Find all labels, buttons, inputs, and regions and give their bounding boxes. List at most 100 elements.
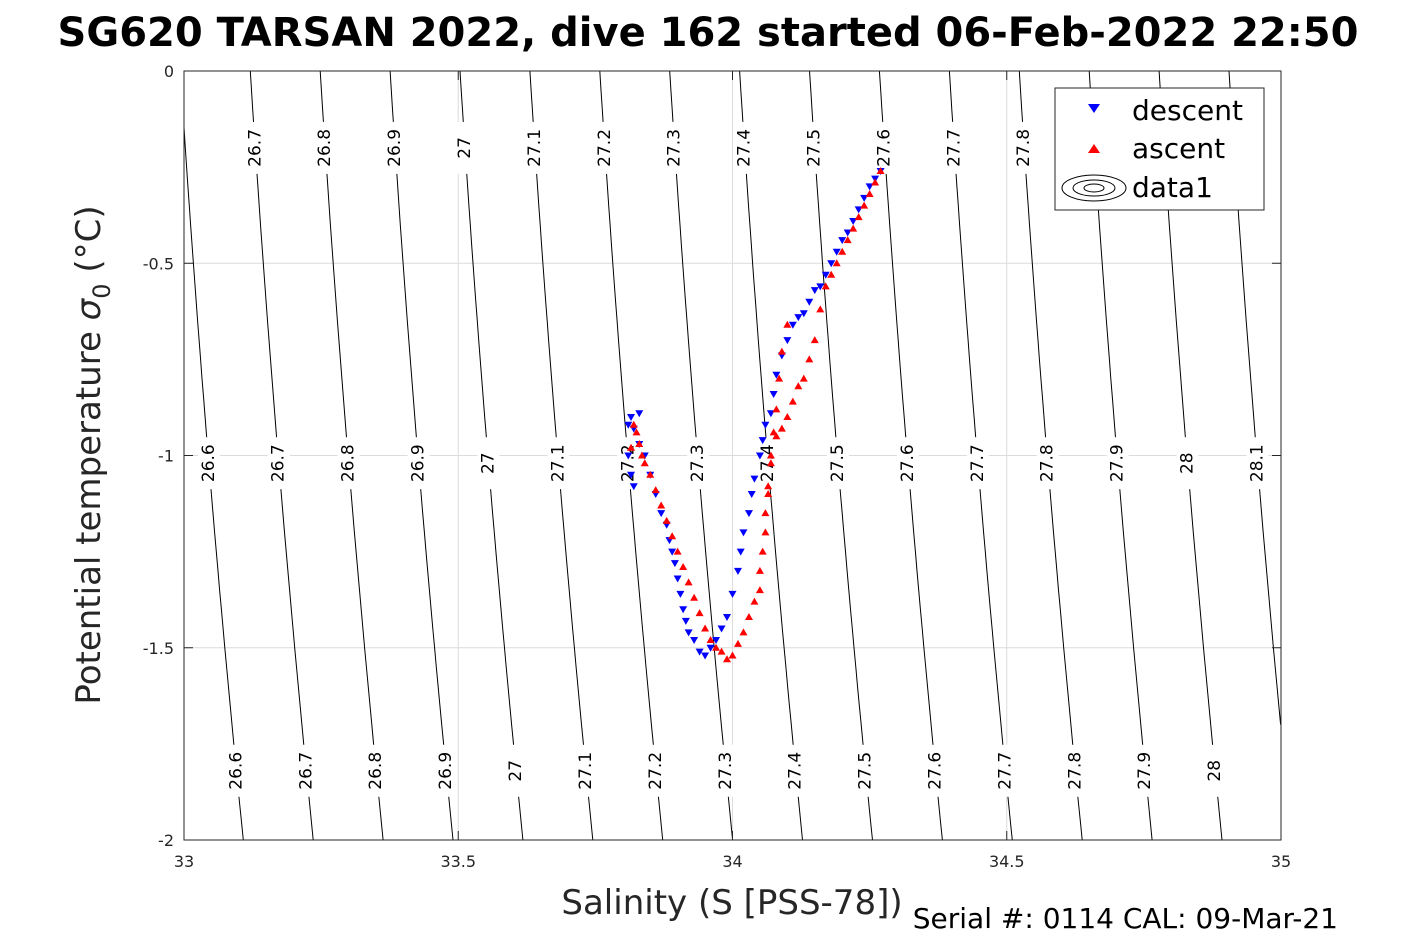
contour-label-13-1: 27.9 — [1108, 444, 1128, 482]
contour-label-6-2: 27.2 — [646, 752, 666, 790]
ascent-point-39 — [668, 532, 677, 540]
ascent-point-59 — [755, 586, 764, 594]
y-axis-label-sigma: σ — [69, 297, 109, 320]
ascent-point-10 — [821, 282, 830, 290]
descent-point-9 — [827, 260, 836, 268]
descent-point-14 — [799, 310, 808, 318]
ascent-point-32 — [706, 636, 715, 644]
contour-label-3-1: 26.9 — [409, 444, 429, 482]
descent-point-26 — [747, 490, 756, 498]
serial-cal-footer: Serial #: 0114 CAL: 09-Mar-21 — [913, 902, 1338, 935]
ascent-point-23 — [755, 566, 764, 574]
descent-point-32 — [723, 613, 732, 621]
contour-label-0-2: 26.6 — [226, 752, 246, 790]
ascent-point-7 — [838, 247, 847, 255]
ascent-point-27 — [733, 639, 742, 647]
descent-point-13 — [805, 298, 814, 306]
ascent-point-1 — [871, 178, 880, 186]
ascent-point-26 — [739, 628, 748, 636]
contour-label-bg-9-1 — [826, 437, 849, 490]
ascent-point-56 — [764, 482, 773, 490]
descent-point-20 — [769, 390, 778, 398]
legend-contour-icon — [1061, 174, 1127, 202]
ascent-point-33 — [701, 624, 710, 632]
contour-label-8-2: 27.4 — [786, 752, 806, 790]
descent-point-31 — [728, 590, 737, 598]
descent-point-39 — [684, 629, 693, 637]
ascent-point-16 — [788, 397, 797, 405]
ascent-point-36 — [684, 578, 693, 586]
descent-point-40 — [681, 617, 690, 625]
contour-label-1-2: 26.7 — [296, 752, 316, 790]
contour-label-bg-5-0 — [523, 121, 546, 174]
contour-label-12-2: 27.8 — [1065, 752, 1085, 790]
y-tick-label-2: -1 — [158, 447, 174, 466]
descent-point-19 — [772, 371, 781, 379]
contour-label-bg-8-2 — [784, 744, 807, 797]
x-tick-label-0: 33 — [174, 852, 194, 871]
contour-label-bg-7-1 — [687, 437, 710, 490]
contour-label-7-2: 27.3 — [716, 752, 736, 790]
contour-label-bg-6-0 — [593, 121, 616, 174]
contour-label-bg-12-1 — [1036, 437, 1059, 490]
svg-text:Potential temperature σ0 (°C): Potential temperature σ0 (°C) — [69, 205, 116, 704]
contour-label-bg-12-2 — [1064, 744, 1087, 797]
descent-point-17 — [783, 337, 792, 345]
ascent-point-47 — [632, 428, 641, 436]
ascent-point-30 — [717, 647, 726, 655]
legend-descent-label: descent — [1132, 94, 1243, 127]
ascent-point-3 — [860, 201, 869, 209]
contour-label-15-1: 28.1 — [1247, 444, 1267, 482]
contour-label-11-2: 27.7 — [995, 752, 1015, 790]
contour-label-bg-11-2 — [994, 744, 1017, 797]
contour-label-bg-15-1 — [1246, 437, 1269, 490]
contour-label-bg-14-2 — [1204, 744, 1227, 797]
descent-point-23 — [758, 437, 767, 445]
contour-label-bg-0-1 — [197, 437, 220, 490]
ascent-point-4 — [854, 213, 863, 221]
contour-label-10-1: 27.6 — [898, 444, 918, 482]
contour-label-bg-1-1 — [267, 437, 290, 490]
contour-label-9-2: 27.5 — [856, 752, 876, 790]
contour-label-6-0: 27.2 — [595, 129, 615, 167]
ascent-point-21 — [764, 489, 773, 497]
y-axis-label-unit: (°C) — [69, 205, 109, 283]
contour-label-12-1: 27.8 — [1038, 444, 1058, 482]
ascent-point-46 — [635, 439, 644, 447]
descent-point-44 — [670, 560, 679, 568]
ascent-point-51 — [777, 347, 786, 355]
ascent-point-29 — [723, 655, 732, 663]
ascent-point-57 — [761, 509, 770, 517]
descent-point-57 — [627, 471, 636, 479]
y-axis-label-main: Potential temperature — [69, 320, 109, 704]
descent-point-43 — [673, 575, 682, 583]
y-axis-label-subscript: 0 — [88, 283, 116, 298]
contour-label-bg-6-2 — [644, 744, 667, 797]
descent-point-15 — [794, 314, 803, 322]
contour-label-7-1: 27.3 — [688, 444, 708, 482]
descent-point-24 — [755, 452, 764, 460]
y-tick-label-0: 0 — [164, 62, 174, 81]
contour-label-bg-1-0 — [244, 121, 267, 174]
descent-point-29 — [736, 548, 745, 556]
descent-point-38 — [690, 637, 699, 645]
descent-point-59 — [635, 410, 644, 418]
ascent-point-58 — [758, 547, 767, 555]
contour-label-2-0: 26.8 — [315, 129, 335, 167]
descent-point-10 — [821, 271, 830, 279]
descent-point-45 — [668, 548, 677, 556]
ascent-point-38 — [673, 547, 682, 555]
contour-label-bg-10-0 — [873, 121, 896, 174]
contour-label-bg-12-0 — [1013, 121, 1036, 174]
contour-label-9-1: 27.5 — [828, 444, 848, 482]
contour-label-4-2: 27 — [506, 760, 526, 782]
ascent-point-43 — [646, 470, 655, 478]
contour-label-1-0: 26.7 — [245, 129, 265, 167]
descent-point-42 — [676, 590, 685, 598]
contour-label-bg-7-0 — [663, 121, 686, 174]
contour-label-bg-11-1 — [966, 437, 989, 490]
legend: descent ascent data1 — [1054, 87, 1265, 211]
contour-label-bg-4-2 — [505, 744, 528, 797]
descent-point-27 — [744, 510, 753, 518]
contour-label-1-1: 26.7 — [269, 444, 289, 482]
